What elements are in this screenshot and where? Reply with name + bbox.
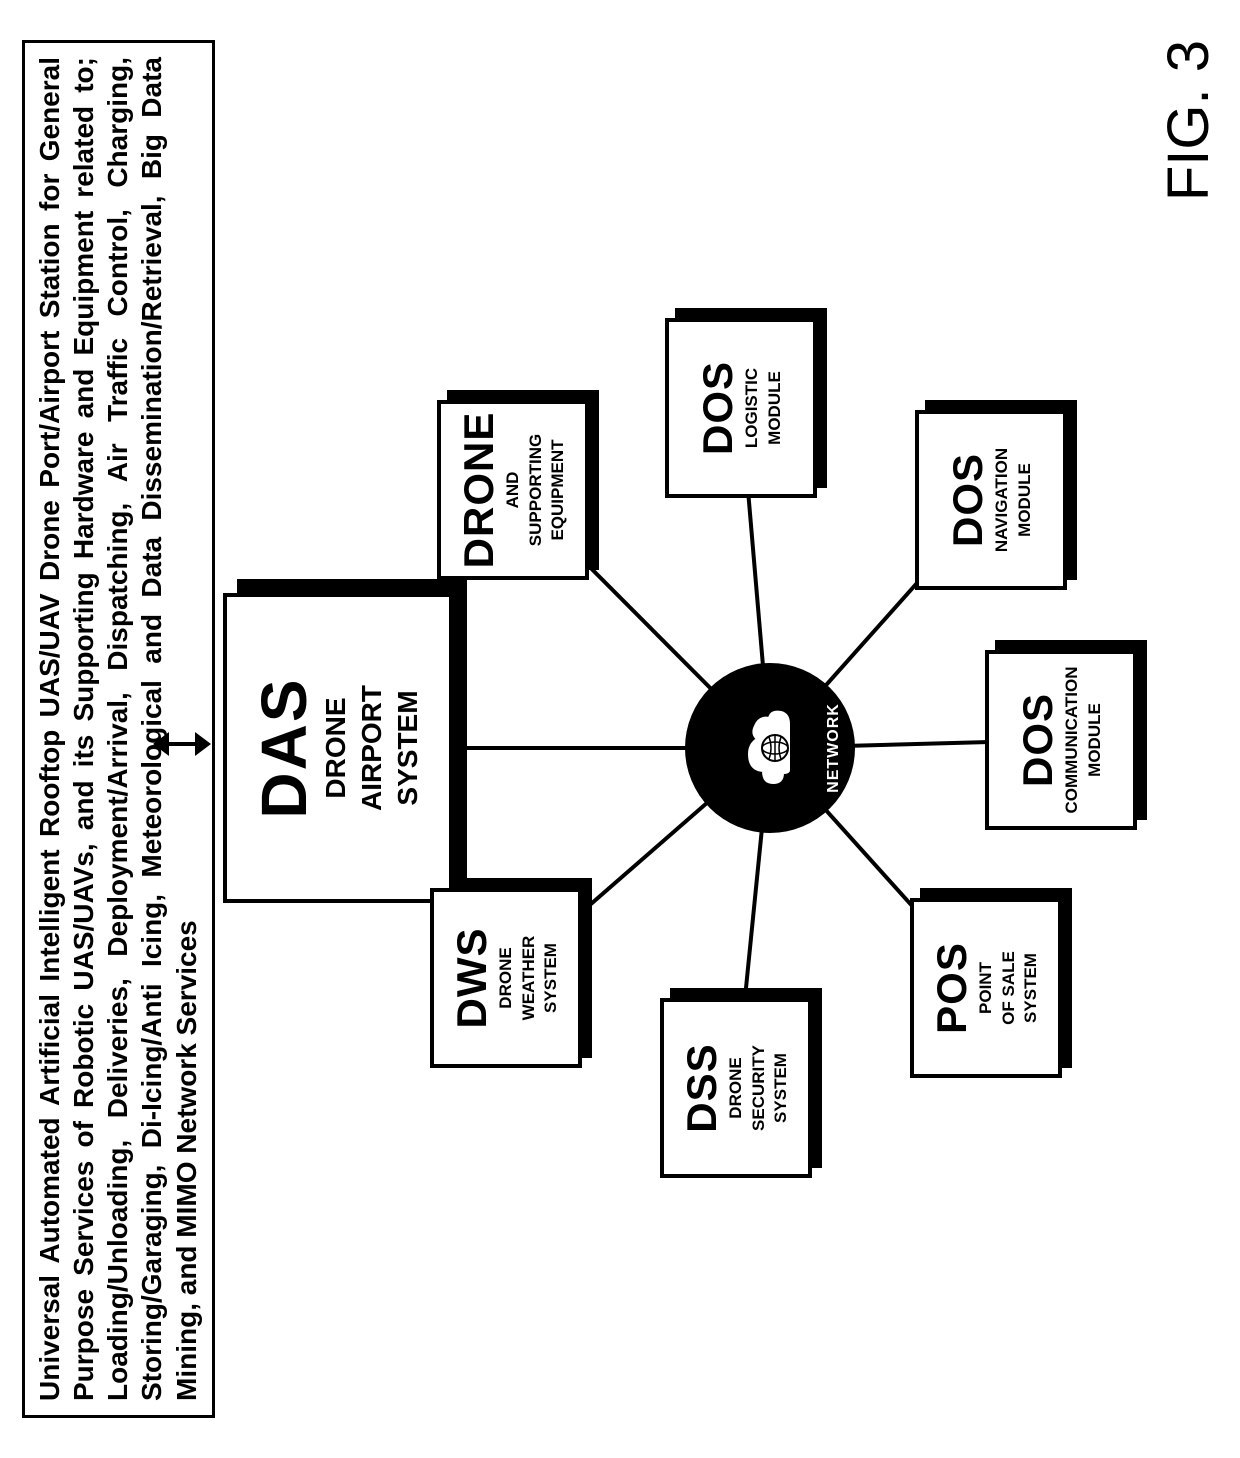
- figure-label: FIG. 3: [1155, 40, 1222, 201]
- module-box: DSSDRONESECURITYSYSTEM: [660, 988, 822, 1178]
- module-abbr: DRONE: [458, 412, 500, 569]
- module-label: OF SALE: [999, 951, 1019, 1025]
- module-abbr: DSS: [681, 1043, 723, 1132]
- central-line2: AIRPORT: [356, 685, 388, 811]
- central-abbr: DAS: [252, 677, 316, 818]
- module-label: SECURITY: [749, 1045, 769, 1131]
- central-line1: DRONE: [320, 697, 352, 798]
- module-abbr: DWS: [451, 928, 493, 1029]
- central-das-box: DAS DRONE AIRPORT SYSTEM: [223, 579, 467, 903]
- module-label: DRONE: [726, 1057, 746, 1118]
- bidirectional-arrow: [153, 732, 211, 756]
- module-label: LOGISTIC: [742, 368, 762, 448]
- module-label: SUPPORTING: [526, 434, 546, 546]
- module-label: POINT: [976, 962, 996, 1014]
- module-label: SYSTEM: [771, 1053, 791, 1123]
- module-label: SYSTEM: [541, 943, 561, 1013]
- module-abbr: DOS: [1017, 693, 1059, 787]
- module-box: DWSDRONEWEATHERSYSTEM: [430, 878, 592, 1068]
- module-label: DRONE: [496, 947, 516, 1008]
- module-box: POSPOINTOF SALESYSTEM: [910, 888, 1072, 1078]
- module-label: NAVIGATION: [992, 448, 1012, 552]
- module-label: MODULE: [1015, 463, 1035, 537]
- module-abbr: POS: [931, 942, 973, 1034]
- module-label: MODULE: [765, 371, 785, 445]
- module-label: AND: [503, 472, 523, 509]
- central-line3: SYSTEM: [392, 690, 424, 805]
- module-abbr: DOS: [947, 453, 989, 547]
- network-hub: NETWORK: [685, 663, 855, 833]
- module-box: DOSLOGISTICMODULE: [665, 308, 827, 498]
- header-description: Universal Automated Artificial Intellige…: [22, 40, 215, 1418]
- module-abbr: DOS: [697, 361, 739, 455]
- module-label: COMMUNICATION: [1062, 667, 1082, 814]
- hub-label: NETWORK: [825, 703, 843, 793]
- module-label: EQUIPMENT: [548, 439, 568, 540]
- module-box: DOSNAVIGATIONMODULE: [915, 400, 1077, 590]
- module-box: DRONEANDSUPPORTINGEQUIPMENT: [437, 390, 599, 580]
- module-box: DOSCOMMUNICATIONMODULE: [985, 640, 1147, 830]
- module-label: MODULE: [1085, 703, 1105, 777]
- module-label: WEATHER: [519, 936, 539, 1021]
- module-label: SYSTEM: [1021, 953, 1041, 1023]
- network-diagram: DAS DRONE AIRPORT SYSTEM NETWORK: [215, 188, 1155, 1308]
